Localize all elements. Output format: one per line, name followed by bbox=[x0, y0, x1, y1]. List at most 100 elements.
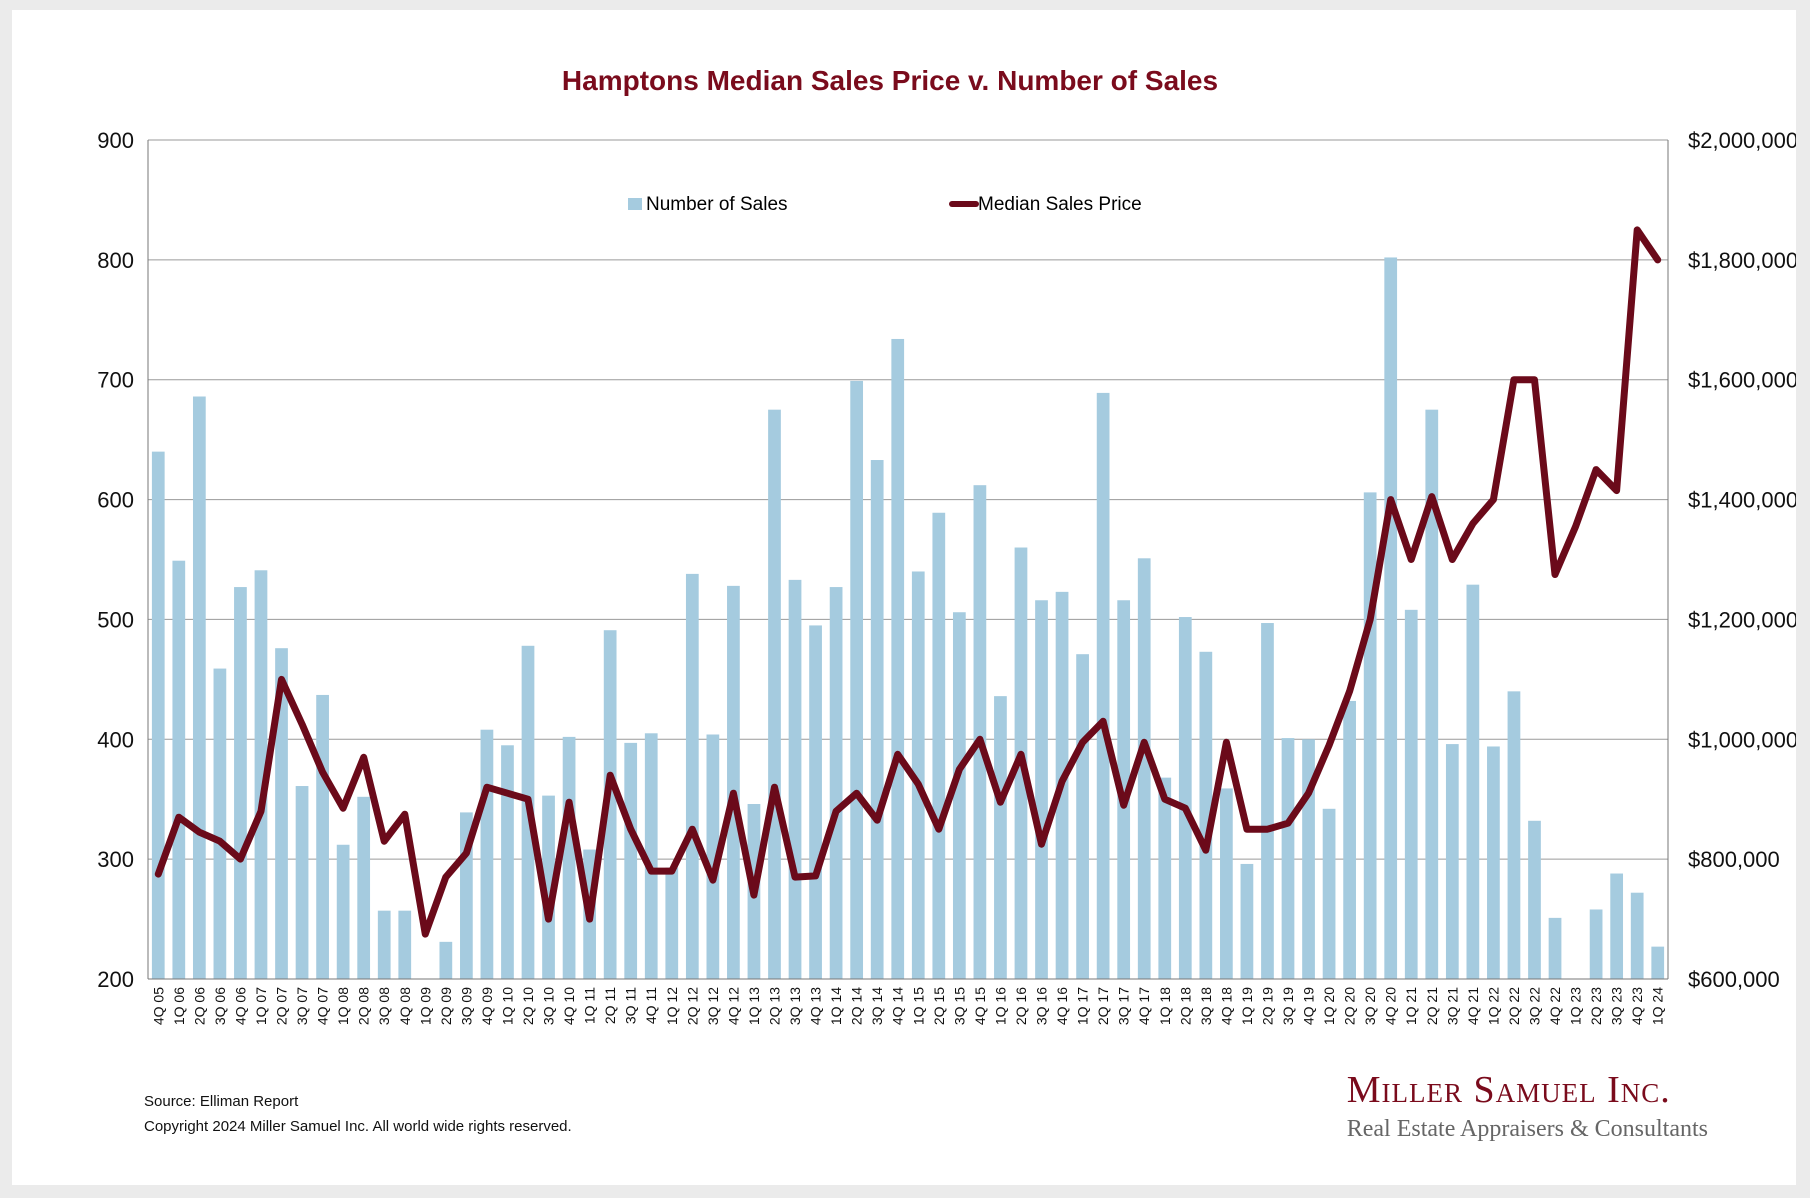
x-tick-label: 1Q 10 bbox=[499, 987, 515, 1025]
bar bbox=[1445, 744, 1459, 979]
y-left-tick-label: 600 bbox=[97, 488, 134, 513]
bar bbox=[870, 460, 884, 980]
bar bbox=[295, 786, 309, 979]
combo-chart: Hamptons Median Sales Price v. Number of… bbox=[97, 65, 1796, 1025]
x-tick-label: 2Q 17 bbox=[1095, 987, 1111, 1025]
x-tick-label: 1Q 12 bbox=[664, 987, 680, 1025]
y-left-tick-label: 500 bbox=[97, 607, 134, 632]
y-left-tick-label: 300 bbox=[97, 847, 134, 872]
bar bbox=[1466, 584, 1480, 979]
y-axis-right-ticks: $600,000 $800,000 $1,000,000 $1,200,000 $1,4… bbox=[1688, 128, 1796, 992]
bar bbox=[850, 380, 864, 980]
bar bbox=[768, 409, 781, 979]
x-tick-label: 4Q 21 bbox=[1465, 987, 1481, 1025]
bar bbox=[1158, 777, 1172, 979]
x-tick-label: 3Q 12 bbox=[705, 987, 721, 1025]
x-tick-label: 4Q 14 bbox=[890, 987, 906, 1025]
gridlines bbox=[148, 139, 1668, 980]
x-tick-label: 3Q 06 bbox=[212, 987, 228, 1025]
legend-swatch-number-of-sales bbox=[628, 198, 642, 210]
bar bbox=[542, 795, 555, 979]
x-tick-label: 1Q 15 bbox=[910, 987, 926, 1025]
x-tick-label: 4Q 20 bbox=[1383, 987, 1399, 1025]
x-tick-label: 1Q 20 bbox=[1321, 987, 1337, 1025]
x-tick-label: 3Q 17 bbox=[1116, 987, 1132, 1025]
x-tick-label: 4Q 08 bbox=[397, 987, 413, 1025]
bar bbox=[1220, 788, 1233, 979]
bar bbox=[336, 844, 350, 979]
bar bbox=[911, 571, 925, 979]
copyright-note: Copyright 2024 Miller Samuel Inc. All wo… bbox=[144, 1118, 572, 1135]
bar bbox=[1507, 691, 1521, 979]
x-tick-label: 4Q 17 bbox=[1136, 987, 1152, 1025]
x-tick-label: 3Q 07 bbox=[294, 987, 310, 1025]
x-tick-label: 3Q 21 bbox=[1444, 987, 1460, 1025]
bar bbox=[809, 625, 822, 979]
x-tick-label: 3Q 08 bbox=[376, 987, 392, 1025]
x-tick-label: 4Q 13 bbox=[808, 987, 824, 1025]
x-tick-label: 2Q 23 bbox=[1588, 987, 1604, 1025]
bar bbox=[1343, 700, 1356, 979]
x-tick-label: 1Q 09 bbox=[417, 987, 433, 1025]
bar bbox=[1096, 392, 1110, 979]
bar bbox=[624, 742, 638, 979]
legend-label-number-of-sales: Number of Sales bbox=[646, 194, 788, 215]
x-tick-label: 1Q 17 bbox=[1075, 987, 1091, 1025]
x-tick-label: 2Q 10 bbox=[520, 987, 536, 1025]
x-tick-label: 4Q 15 bbox=[972, 987, 988, 1025]
bar bbox=[1178, 617, 1192, 979]
x-tick-label: 3Q 23 bbox=[1609, 987, 1625, 1025]
axes bbox=[147, 140, 1669, 980]
x-tick-label: 3Q 22 bbox=[1526, 987, 1542, 1025]
x-tick-label: 3Q 14 bbox=[869, 987, 885, 1025]
bar bbox=[1548, 917, 1562, 979]
x-tick-label: 4Q 10 bbox=[561, 987, 577, 1025]
bar-series-number-of-sales bbox=[151, 257, 1665, 980]
x-tick-label: 4Q 07 bbox=[315, 987, 331, 1025]
bar bbox=[192, 396, 206, 980]
x-tick-label: 1Q 11 bbox=[582, 987, 598, 1024]
x-tick-label: 3Q 11 bbox=[623, 987, 639, 1024]
bar bbox=[644, 733, 658, 979]
bar bbox=[1528, 820, 1541, 979]
x-tick-label: 2Q 07 bbox=[274, 987, 290, 1025]
y-right-tick-label: $800,000 bbox=[1688, 847, 1780, 872]
y-left-tick-label: 900 bbox=[97, 128, 134, 153]
x-tick-label: 2Q 11 bbox=[602, 987, 618, 1024]
bar bbox=[1199, 651, 1213, 979]
x-tick-label: 1Q 14 bbox=[828, 987, 844, 1025]
company-logo: Miller Samuel Inc. Real Estate Appraiser… bbox=[1347, 1068, 1708, 1143]
bar bbox=[891, 338, 905, 979]
y-left-tick-label: 700 bbox=[97, 368, 134, 393]
x-tick-label: 4Q 19 bbox=[1301, 987, 1317, 1025]
y-right-tick-label: $1,800,000 bbox=[1688, 248, 1796, 273]
bar bbox=[994, 696, 1007, 979]
bar bbox=[172, 560, 186, 979]
bar bbox=[706, 734, 720, 979]
x-tick-label: 1Q 19 bbox=[1239, 987, 1255, 1025]
x-tick-label: 3Q 19 bbox=[1280, 987, 1296, 1025]
x-tick-label: 4Q 05 bbox=[150, 987, 166, 1025]
bar bbox=[1281, 738, 1295, 979]
x-tick-label: 3Q 13 bbox=[787, 987, 803, 1025]
x-tick-label: 4Q 23 bbox=[1629, 987, 1645, 1025]
x-tick-label: 2Q 13 bbox=[766, 987, 782, 1025]
x-axis-ticks: 4Q 05 1Q 06 2Q 06 3Q 06 4Q 06 1Q 07 2Q 07 3Q 07… bbox=[150, 987, 1665, 1025]
bar bbox=[316, 694, 329, 979]
bar bbox=[665, 867, 679, 979]
y-right-tick-label: $1,600,000 bbox=[1688, 368, 1796, 393]
bar bbox=[1384, 257, 1398, 979]
x-tick-label: 4Q 09 bbox=[479, 987, 495, 1025]
y-left-tick-label: 200 bbox=[97, 967, 134, 992]
bar bbox=[562, 736, 576, 979]
x-tick-label: 1Q 18 bbox=[1157, 987, 1173, 1025]
median-price-line bbox=[154, 226, 1662, 938]
bar bbox=[234, 587, 247, 979]
x-tick-label: 2Q 12 bbox=[684, 987, 700, 1025]
y-right-tick-label: $1,400,000 bbox=[1688, 488, 1796, 513]
bar bbox=[1137, 558, 1151, 979]
line-series-median-sales-price bbox=[154, 226, 1662, 938]
bar bbox=[1630, 892, 1644, 979]
bar bbox=[275, 648, 288, 979]
bar bbox=[727, 585, 740, 979]
